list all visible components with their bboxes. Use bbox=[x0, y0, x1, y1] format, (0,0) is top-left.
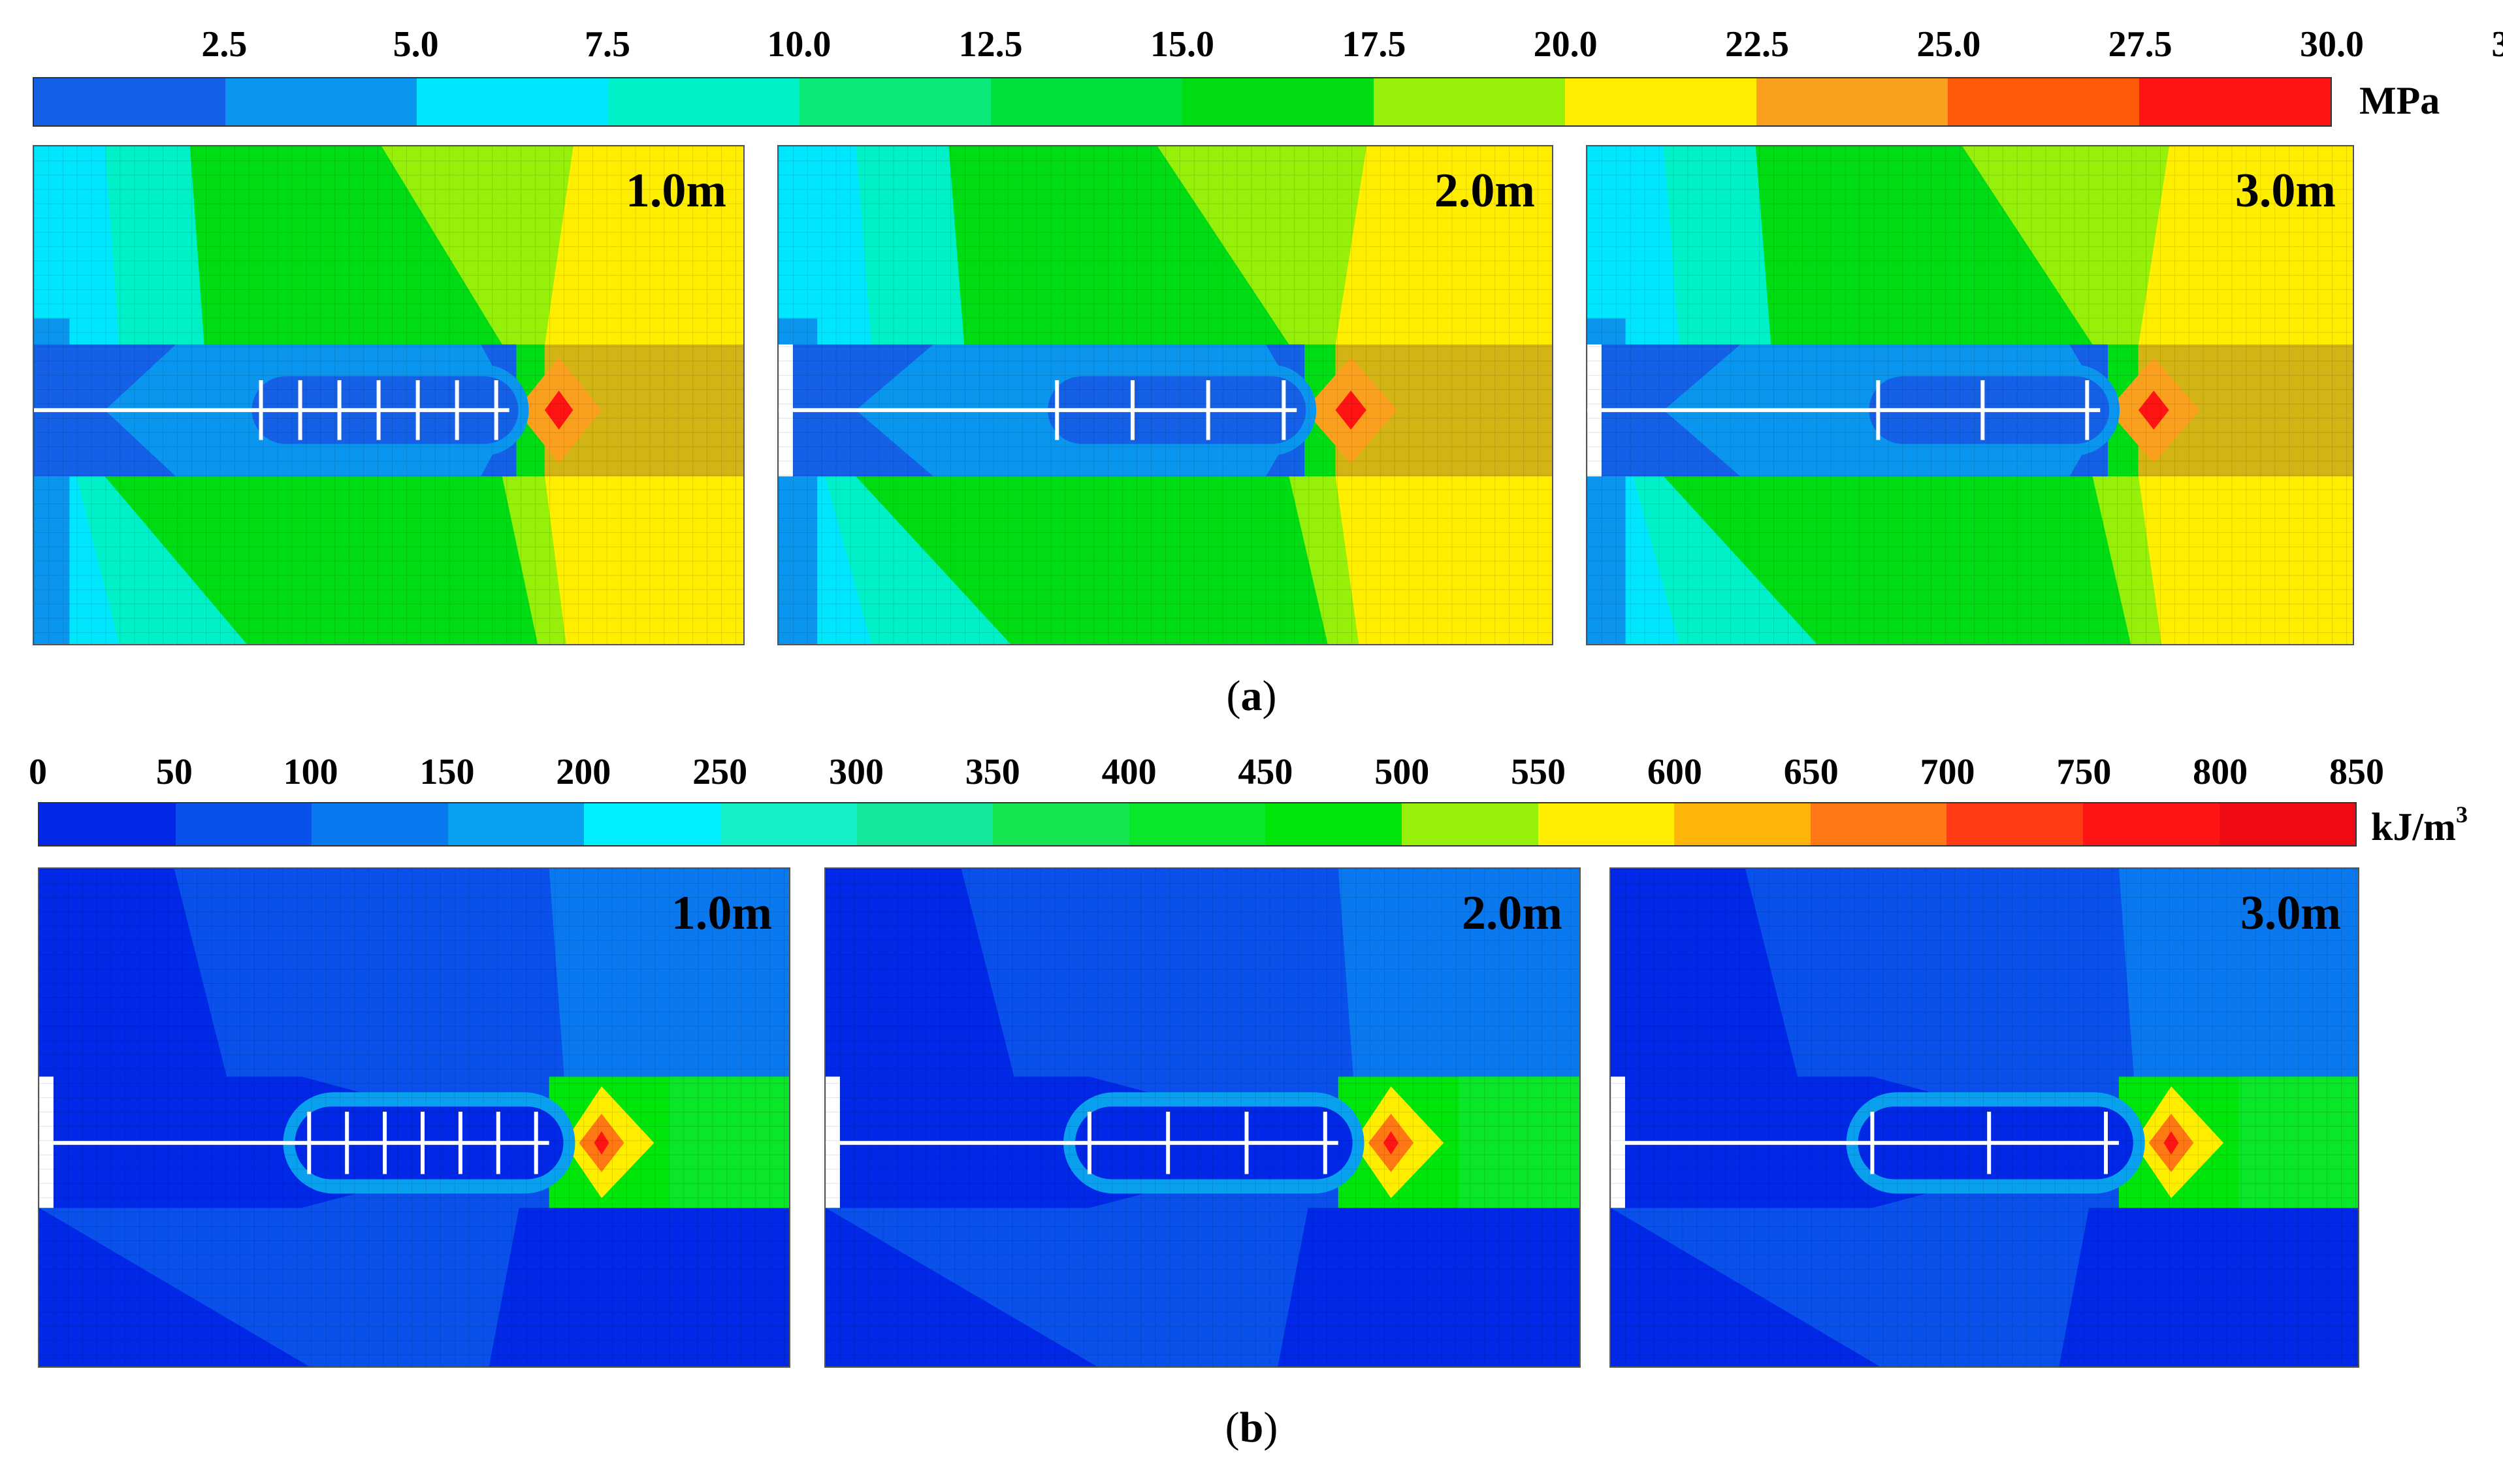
colorbar-tick-label: 250 bbox=[692, 752, 748, 792]
colorbar-tick-label: 17.5 bbox=[1342, 24, 1406, 65]
panel-b-2-label: 2.0m bbox=[1461, 886, 1562, 940]
colorbar-segment bbox=[720, 803, 857, 845]
colorbar-segment bbox=[175, 803, 312, 845]
colorbar-segment bbox=[1674, 803, 1811, 845]
panel-b-3-label: 3.0m bbox=[2240, 886, 2341, 940]
panel-b-3: 3.0m bbox=[1609, 867, 2359, 1368]
panel-a-1-label: 1.0m bbox=[625, 164, 726, 218]
colorbar-segment bbox=[2219, 803, 2356, 845]
colorbar-segment bbox=[312, 803, 448, 845]
colorbar-segment bbox=[225, 78, 417, 125]
energy-contour-b-2 bbox=[826, 869, 1579, 1366]
colorbar-segment bbox=[799, 78, 991, 125]
colorbar-tick-label: 650 bbox=[1783, 752, 1839, 792]
colorbar-segment bbox=[584, 803, 720, 845]
colorbar-tick-label: 12.5 bbox=[958, 24, 1023, 65]
colorbar-tick-label: 700 bbox=[1920, 752, 1975, 792]
colorbar-segment bbox=[2139, 78, 2331, 125]
colorbar-tick-label: 22.5 bbox=[1725, 24, 1789, 65]
colorbar-segment bbox=[1265, 803, 1402, 845]
colorbar-tick-label: 800 bbox=[2193, 752, 2248, 792]
colorbar-tick-label: 500 bbox=[1374, 752, 1430, 792]
stress-contour-a-2 bbox=[779, 146, 1552, 644]
colorbar-a-unit: MPa bbox=[2359, 79, 2440, 122]
colorbar-segment bbox=[417, 78, 608, 125]
panel-a-3: 3.0m bbox=[1586, 145, 2354, 645]
colorbar-tick-label: 30.0 bbox=[2300, 24, 2364, 65]
colorbar-tick-label: 100 bbox=[283, 752, 338, 792]
colorbar-tick-label: 750 bbox=[2056, 752, 2112, 792]
colorbar-tick-label: 27.5 bbox=[2108, 24, 2172, 65]
colorbar-segment bbox=[1756, 78, 1948, 125]
colorbar-tick-label: 7.5 bbox=[585, 24, 630, 65]
colorbar-segment bbox=[991, 78, 1182, 125]
colorbar-tick-label: 50 bbox=[155, 752, 193, 792]
colorbar-b-unit: kJ/m3 bbox=[2371, 801, 2468, 848]
colorbar-segment bbox=[993, 803, 1129, 845]
colorbar-tick-label: 0 bbox=[29, 752, 47, 792]
panel-b-1-label: 1.0m bbox=[671, 886, 772, 940]
colorbar-tick-label: 15.0 bbox=[1150, 24, 1214, 65]
colorbar-segment bbox=[2082, 803, 2220, 845]
colorbar-segment bbox=[1182, 78, 1374, 125]
colorbar-tick-label: 5.0 bbox=[393, 24, 439, 65]
colorbar-segment bbox=[1374, 78, 1565, 125]
colorbar-segment bbox=[1538, 803, 1675, 845]
colorbar-segment bbox=[1810, 803, 1947, 845]
panel-a-2-label: 2.0m bbox=[1434, 164, 1535, 218]
colorbar-tick-label: 150 bbox=[419, 752, 475, 792]
colorbar-segment bbox=[1401, 803, 1538, 845]
colorbar-tick-label: 300 bbox=[828, 752, 884, 792]
panel-b-2: 2.0m bbox=[824, 867, 1581, 1368]
colorbar-tick-label: 2.5 bbox=[201, 24, 248, 65]
colorbar-tick-label: 200 bbox=[556, 752, 611, 792]
colorbar-tick-label: 600 bbox=[1647, 752, 1702, 792]
stress-contour-a-1 bbox=[34, 146, 743, 644]
panel-a-3-label: 3.0m bbox=[2235, 164, 2336, 218]
colorbar-segment bbox=[856, 803, 993, 845]
colorbar-tick-label: 350 bbox=[965, 752, 1020, 792]
colorbar-segment bbox=[1565, 78, 1756, 125]
colorbar-tick-label: 400 bbox=[1101, 752, 1157, 792]
colorbar-segment bbox=[1129, 803, 1266, 845]
caption-b: (b) bbox=[1225, 1404, 1278, 1451]
colorbar-segment bbox=[1948, 78, 2139, 125]
colorbar-tick-label: 850 bbox=[2329, 752, 2384, 792]
colorbar-segment bbox=[447, 803, 585, 845]
colorbar-tick-label: 550 bbox=[1511, 752, 1566, 792]
stress-contour-a-3 bbox=[1587, 146, 2353, 644]
energy-contour-b-3 bbox=[1611, 869, 2358, 1366]
panel-a-2: 2.0m bbox=[777, 145, 1553, 645]
caption-a: (a) bbox=[1226, 672, 1277, 720]
colorbar-tick-label: 10.0 bbox=[767, 24, 832, 65]
energy-contour-b-1 bbox=[39, 869, 789, 1366]
colorbar-tick-label: 20.0 bbox=[1533, 24, 1598, 65]
colorbar-tick-label: 450 bbox=[1238, 752, 1293, 792]
colorbar-a bbox=[33, 77, 2332, 127]
panel-a-1: 1.0m bbox=[33, 145, 745, 645]
colorbar-b bbox=[38, 802, 2357, 847]
colorbar-segment bbox=[34, 78, 225, 125]
colorbar-tick-label: 32.5 bbox=[2491, 24, 2503, 65]
colorbar-segment bbox=[608, 78, 799, 125]
panel-b-1: 1.0m bbox=[38, 867, 790, 1368]
colorbar-segment bbox=[39, 803, 176, 845]
colorbar-tick-label: 25.0 bbox=[1916, 24, 1981, 65]
colorbar-segment bbox=[1946, 803, 2083, 845]
